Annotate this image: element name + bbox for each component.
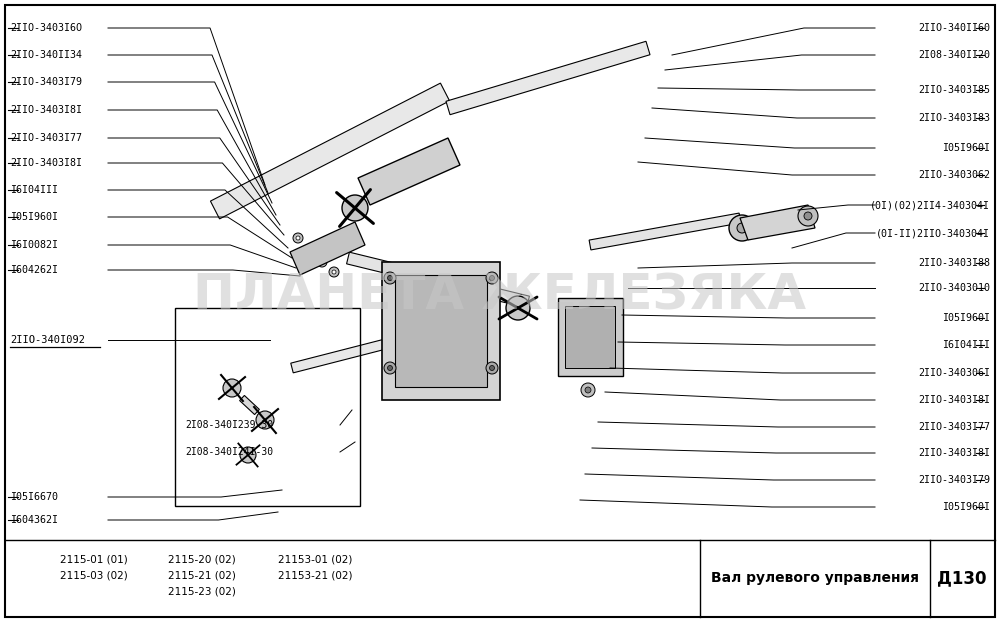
Bar xyxy=(395,275,487,387)
Text: I05I960I: I05I960I xyxy=(942,313,990,323)
Text: 2IIO-3403I8I: 2IIO-3403I8I xyxy=(918,395,990,405)
Text: I05I960I: I05I960I xyxy=(10,212,58,222)
Text: 2115-01 (01): 2115-01 (01) xyxy=(60,555,128,565)
Polygon shape xyxy=(446,41,650,114)
Text: I6I04III: I6I04III xyxy=(10,185,58,195)
Circle shape xyxy=(308,248,312,252)
Text: (0I)(02)2II4-340304I: (0I)(02)2II4-340304I xyxy=(870,200,990,210)
Polygon shape xyxy=(740,205,815,240)
Circle shape xyxy=(798,206,818,226)
Text: 2IIO-340II60: 2IIO-340II60 xyxy=(918,23,990,33)
Text: 2115-21 (02): 2115-21 (02) xyxy=(168,571,236,581)
Text: 2IIO-3403I8I: 2IIO-3403I8I xyxy=(10,105,82,115)
Polygon shape xyxy=(210,83,450,219)
Text: 2IIO-3403I85: 2IIO-3403I85 xyxy=(918,85,990,95)
Text: 2IIO-340306I: 2IIO-340306I xyxy=(918,368,990,378)
Polygon shape xyxy=(290,222,365,275)
Text: I604362I: I604362I xyxy=(10,515,58,525)
Text: 2IIO-3403I6O: 2IIO-3403I6O xyxy=(10,23,82,33)
Text: 2IIO-3403I77: 2IIO-3403I77 xyxy=(918,422,990,432)
Text: Д130: Д130 xyxy=(937,569,987,587)
Circle shape xyxy=(585,387,591,393)
Text: ПЛАНЕТА ЖЕЛЕЗЯКА: ПЛАНЕТА ЖЕЛЕЗЯКА xyxy=(193,271,807,319)
Circle shape xyxy=(486,272,498,284)
Text: 2115-20 (02): 2115-20 (02) xyxy=(168,555,236,565)
Circle shape xyxy=(737,223,747,233)
Text: 21153-01 (02): 21153-01 (02) xyxy=(278,555,352,565)
Circle shape xyxy=(384,272,396,284)
Text: 2IIO-3403I79: 2IIO-3403I79 xyxy=(10,77,82,87)
Circle shape xyxy=(486,362,498,374)
Circle shape xyxy=(384,362,396,374)
Text: 2IIO-3403010: 2IIO-3403010 xyxy=(918,283,990,293)
Circle shape xyxy=(317,257,327,267)
Circle shape xyxy=(506,296,530,320)
Text: 2IIO-3403I83: 2IIO-3403I83 xyxy=(918,113,990,123)
Circle shape xyxy=(240,447,256,463)
Text: I05I6670: I05I6670 xyxy=(10,492,58,502)
Bar xyxy=(382,262,500,400)
Text: 2I08-340I24I-30: 2I08-340I24I-30 xyxy=(185,447,273,457)
Circle shape xyxy=(296,236,300,240)
Circle shape xyxy=(332,270,336,274)
Text: 2115-03 (02): 2115-03 (02) xyxy=(60,571,128,581)
Text: 2IIO-340II34: 2IIO-340II34 xyxy=(10,50,82,60)
Circle shape xyxy=(329,267,339,277)
Circle shape xyxy=(490,366,494,371)
Circle shape xyxy=(342,195,368,221)
Polygon shape xyxy=(358,138,460,205)
Polygon shape xyxy=(347,252,529,308)
Circle shape xyxy=(305,245,315,255)
Circle shape xyxy=(388,366,392,371)
Polygon shape xyxy=(589,213,741,250)
Text: 2IIO-3403I88: 2IIO-3403I88 xyxy=(918,258,990,268)
Circle shape xyxy=(388,276,392,281)
Text: I604262I: I604262I xyxy=(10,265,58,275)
Circle shape xyxy=(223,379,241,397)
Text: 2IIO-3403I79: 2IIO-3403I79 xyxy=(918,475,990,485)
Text: 2I08-340I239-30: 2I08-340I239-30 xyxy=(185,420,273,430)
Circle shape xyxy=(490,276,494,281)
Bar xyxy=(175,308,360,506)
Circle shape xyxy=(804,212,812,220)
Polygon shape xyxy=(240,396,259,414)
Text: 2115-23 (02): 2115-23 (02) xyxy=(168,587,236,597)
Text: 2IIO-3403I8I: 2IIO-3403I8I xyxy=(918,448,990,458)
Text: 2IIO-3403062: 2IIO-3403062 xyxy=(918,170,990,180)
Text: 2IIO-340I092: 2IIO-340I092 xyxy=(10,335,85,345)
Circle shape xyxy=(581,383,595,397)
Text: 21153-21 (02): 21153-21 (02) xyxy=(278,571,352,581)
Polygon shape xyxy=(291,323,449,373)
Circle shape xyxy=(256,411,274,429)
Text: I05I960I: I05I960I xyxy=(942,502,990,512)
Bar xyxy=(565,306,615,368)
Bar xyxy=(558,298,623,376)
Circle shape xyxy=(729,215,755,241)
Text: 2I08-340II20: 2I08-340II20 xyxy=(918,50,990,60)
Circle shape xyxy=(293,233,303,243)
Text: I05I960I: I05I960I xyxy=(942,143,990,153)
Text: I6I04III: I6I04III xyxy=(942,340,990,350)
Text: (0I-II)2IIO-340304I: (0I-II)2IIO-340304I xyxy=(876,228,990,238)
Text: 2IIO-3403I8I: 2IIO-3403I8I xyxy=(10,158,82,168)
Text: 2IIO-3403I77: 2IIO-3403I77 xyxy=(10,133,82,143)
Text: Вал рулевого управления: Вал рулевого управления xyxy=(711,571,919,585)
Text: I6I0082I: I6I0082I xyxy=(10,240,58,250)
Circle shape xyxy=(320,260,324,264)
